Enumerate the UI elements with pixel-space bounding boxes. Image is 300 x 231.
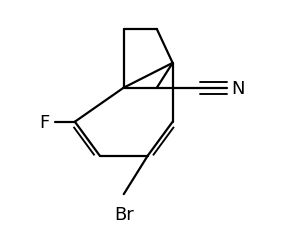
Text: Br: Br <box>114 206 134 223</box>
Text: F: F <box>39 113 49 131</box>
Text: N: N <box>232 79 245 97</box>
